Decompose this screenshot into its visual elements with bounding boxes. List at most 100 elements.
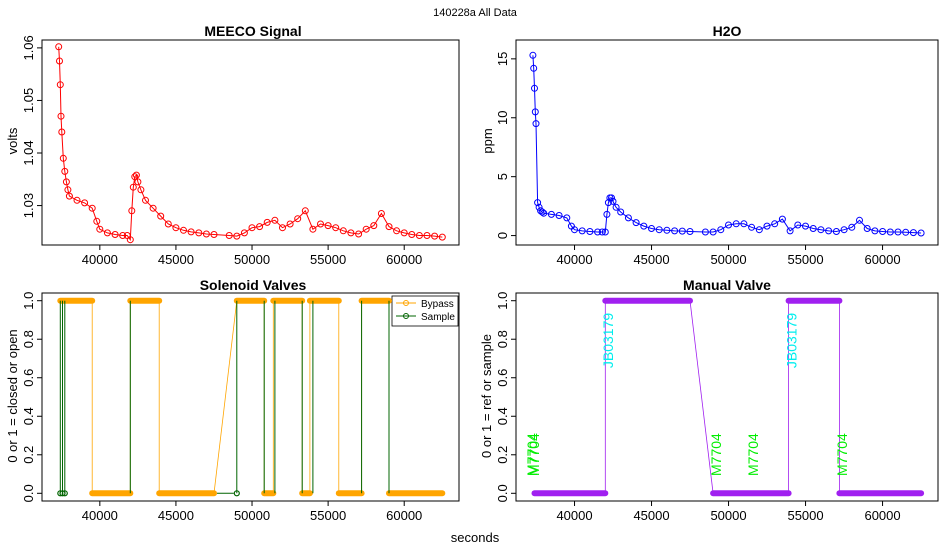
- h2o-data-point: [832, 228, 840, 235]
- valves-x-tick-label: 60000: [386, 508, 422, 523]
- meeco-series-line: [58, 46, 443, 242]
- meeco-data-point: [149, 204, 157, 212]
- meeco-data-point: [431, 232, 439, 240]
- meeco-data-point: [58, 128, 66, 136]
- h2o-y-tick-label: 0: [495, 232, 510, 239]
- h2o-x-tick-label: 45000: [633, 252, 669, 267]
- meeco-data-point: [119, 232, 127, 239]
- h2o-data-point: [717, 226, 725, 234]
- h2o-data-point: [748, 223, 756, 231]
- meeco-data-point: [347, 229, 355, 237]
- h2o-data-point: [794, 221, 802, 229]
- valves-y-tick-label: 0.4: [21, 407, 36, 425]
- meeco-data-point: [172, 224, 180, 232]
- meeco-data-point: [362, 225, 370, 233]
- figure-xlabel: seconds: [451, 530, 500, 545]
- manual-y-tick-label: 1.0: [495, 292, 510, 310]
- meeco-data-point: [324, 222, 332, 230]
- meeco-data-point: [309, 225, 317, 233]
- meeco-data-point: [385, 223, 393, 231]
- valves-sample-marker: [233, 490, 240, 497]
- meeco-data-point: [56, 81, 64, 89]
- valves-sample-marker: [61, 490, 68, 497]
- meeco-x-tick-label: 40000: [82, 252, 118, 267]
- meeco-data-point: [157, 212, 165, 220]
- meeco-data-point: [187, 228, 195, 236]
- meeco-data-point: [93, 217, 101, 225]
- meeco-data-point: [126, 236, 134, 244]
- h2o-data-point: [534, 199, 542, 207]
- meeco-data-point: [317, 220, 324, 228]
- manual-annotation: M7704: [745, 433, 761, 476]
- meeco-data-point: [64, 186, 72, 194]
- meeco-y-tick-label: 1.04: [21, 140, 36, 165]
- valves-x-tick-label: 50000: [234, 508, 270, 523]
- valves-x-tick-label: 55000: [310, 508, 346, 523]
- h2o-data-point: [725, 221, 732, 229]
- h2o-data-point: [886, 228, 894, 236]
- meeco-data-point: [88, 204, 96, 212]
- manual-title: Manual Valve: [683, 277, 771, 293]
- meeco-x-tick-label: 60000: [386, 252, 422, 267]
- manual-y-tick-label: 0.6: [495, 369, 510, 387]
- h2o-data-point: [871, 227, 879, 235]
- h2o-data-point: [686, 228, 694, 235]
- manual-annotation: M7704: [834, 433, 850, 476]
- meeco-y-tick-label: 1.05: [21, 88, 36, 113]
- manual-x-tick-label: 55000: [787, 508, 823, 523]
- h2o-data-point: [663, 226, 671, 234]
- meeco-data-point: [233, 232, 241, 240]
- h2o-data-point: [709, 228, 717, 236]
- meeco-data-point: [73, 196, 81, 204]
- meeco-data-point: [164, 220, 172, 228]
- meeco-data-point: [355, 230, 363, 238]
- h2o-ylabel: ppm: [480, 128, 495, 153]
- h2o-y-tick-label: 15: [495, 52, 510, 66]
- h2o-data-point: [563, 214, 571, 222]
- meeco-plot-frame: [41, 39, 460, 246]
- meeco-data-point: [400, 229, 408, 237]
- valves-sample-marker: [59, 490, 66, 497]
- meeco-data-point: [180, 226, 187, 234]
- h2o-data-point: [755, 226, 763, 234]
- meeco-data-point: [62, 178, 70, 186]
- meeco-ylabel: volts: [5, 127, 20, 154]
- h2o-data-point: [540, 209, 548, 217]
- h2o-x-tick-label: 55000: [787, 252, 823, 267]
- h2o-x-tick-label: 50000: [710, 252, 746, 267]
- valves-y-tick-label: 0.0: [21, 484, 36, 502]
- h2o-data-point: [612, 203, 620, 211]
- meeco-data-point: [96, 225, 104, 233]
- h2o-data-point: [732, 220, 740, 228]
- meeco-data-point: [423, 232, 431, 239]
- meeco-y-tick-label: 1.06: [21, 35, 36, 60]
- h2o-x-tick-label: 60000: [864, 252, 900, 267]
- manual-y-tick-label: 0.4: [495, 407, 510, 425]
- h2o-data-point: [648, 225, 655, 232]
- valves-ylabel: 0 or 1 = closed or open: [5, 329, 20, 462]
- h2o-data-point: [586, 228, 594, 235]
- meeco-data-point: [263, 218, 271, 226]
- h2o-data-point: [848, 223, 856, 231]
- h2o-data-point: [535, 203, 543, 211]
- h2o-data-point: [856, 216, 863, 224]
- meeco-data-point: [286, 220, 294, 228]
- meeco-data-point: [377, 210, 385, 217]
- solenoid-valves-panel: Solenoid Valves 0 or 1 = closed or open …: [5, 277, 460, 523]
- h2o-data-point: [608, 194, 615, 202]
- valves-x-tick-label: 40000: [82, 508, 118, 523]
- h2o-data-point: [532, 120, 540, 128]
- figure-title: 140228a All Data: [433, 7, 518, 19]
- meeco-data-point: [137, 186, 145, 194]
- legend-sample-label: Sample: [421, 312, 455, 323]
- manual-plot-frame: [515, 292, 939, 502]
- h2o-y-tick-label: 10: [495, 111, 510, 125]
- h2o-data-point: [671, 227, 679, 235]
- h2o-data-point: [809, 225, 817, 232]
- meeco-data-point: [279, 224, 286, 232]
- h2o-data-point: [763, 222, 771, 230]
- meeco-data-point: [294, 215, 302, 223]
- meeco-data-point: [332, 224, 340, 232]
- meeco-x-tick-label: 55000: [310, 252, 346, 267]
